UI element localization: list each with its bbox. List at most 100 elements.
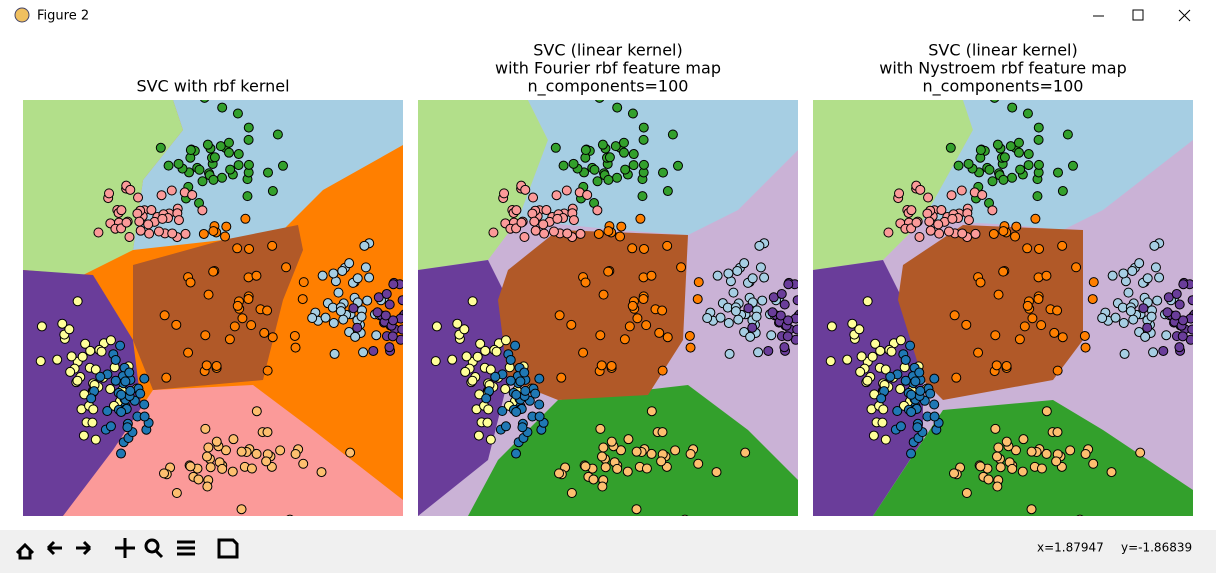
back-button[interactable] xyxy=(44,535,70,561)
sample-point xyxy=(1017,466,1028,477)
sample-point xyxy=(685,448,696,459)
sample-point xyxy=(1128,314,1139,325)
sample-point xyxy=(580,461,591,472)
sample-point xyxy=(1123,287,1134,298)
sample-point xyxy=(603,174,614,185)
sample-point xyxy=(1010,445,1021,456)
plot-area xyxy=(23,100,403,516)
sample-point xyxy=(208,226,219,237)
sample-point xyxy=(217,102,228,113)
sample-point xyxy=(36,321,47,332)
sample-point xyxy=(589,164,600,175)
sample-point xyxy=(656,456,667,467)
close-button[interactable] xyxy=(1178,9,1191,22)
sample-point xyxy=(554,310,565,321)
sample-point xyxy=(628,160,639,171)
sample-point xyxy=(110,375,121,386)
sample-point xyxy=(297,294,308,305)
sample-point xyxy=(992,481,1003,492)
sample-point xyxy=(692,294,703,305)
sample-point xyxy=(116,406,127,417)
sample-point xyxy=(534,411,545,422)
forward-button[interactable] xyxy=(74,535,100,561)
sample-point xyxy=(224,334,235,345)
button-icon[interactable] xyxy=(15,542,35,560)
sample-point xyxy=(185,461,196,472)
sample-point xyxy=(639,243,650,254)
sample-point xyxy=(895,421,906,432)
sample-point xyxy=(1023,149,1034,160)
sample-point xyxy=(961,487,972,498)
sample-point xyxy=(914,232,925,243)
home-button[interactable] xyxy=(13,535,39,561)
sample-point xyxy=(72,375,83,386)
sample-point xyxy=(779,299,790,310)
sample-point xyxy=(200,100,210,103)
sample-point xyxy=(134,216,145,227)
sample-point xyxy=(618,147,629,158)
sample-point xyxy=(740,447,751,458)
sample-point xyxy=(159,468,170,479)
sample-point xyxy=(910,376,921,387)
button-icon[interactable] xyxy=(115,538,135,558)
sample-point xyxy=(1032,191,1043,202)
sample-point xyxy=(847,318,858,329)
sample-point xyxy=(1134,258,1145,269)
sample-point xyxy=(610,141,621,152)
subplot-title: n_components=100 xyxy=(528,77,689,97)
sample-point xyxy=(251,448,262,459)
zoom-button[interactable] xyxy=(143,535,169,561)
sample-point xyxy=(1034,243,1045,254)
button-icon[interactable] xyxy=(217,538,239,559)
sample-point xyxy=(480,345,491,356)
sample-point xyxy=(243,122,254,133)
maximize-button[interactable] xyxy=(1132,9,1144,21)
sample-point xyxy=(783,279,794,290)
sample-point xyxy=(1177,331,1188,342)
sample-point xyxy=(485,364,496,375)
button-icon[interactable] xyxy=(76,540,92,556)
sample-point xyxy=(575,228,586,239)
sample-point xyxy=(488,227,499,238)
sample-point xyxy=(878,404,889,415)
configure-button[interactable] xyxy=(174,535,200,561)
button-icon[interactable] xyxy=(144,538,164,559)
sample-point xyxy=(595,100,605,103)
sample-point xyxy=(1049,327,1060,338)
sample-point xyxy=(193,474,204,485)
sample-point xyxy=(243,272,254,283)
sample-point xyxy=(1142,273,1153,284)
sample-point xyxy=(352,273,363,284)
sample-point xyxy=(338,314,349,325)
sample-point xyxy=(223,147,234,158)
button-icon[interactable] xyxy=(46,540,62,556)
sample-point xyxy=(949,468,960,479)
sample-point xyxy=(246,463,257,474)
sample-point xyxy=(229,321,240,332)
button-icon[interactable] xyxy=(177,540,195,556)
pan-button[interactable] xyxy=(113,535,139,561)
sample-point xyxy=(328,317,339,328)
sample-point xyxy=(183,347,194,358)
sample-point xyxy=(350,331,361,342)
sample-point xyxy=(161,372,172,383)
sample-point xyxy=(217,463,228,474)
sample-point xyxy=(757,295,768,306)
sample-point xyxy=(1149,240,1160,251)
sample-point xyxy=(747,322,758,333)
sample-point xyxy=(267,332,278,343)
sample-point xyxy=(205,462,216,473)
sample-point xyxy=(163,160,174,171)
sample-point xyxy=(1088,458,1099,469)
sample-point xyxy=(961,319,972,330)
sample-point xyxy=(233,160,244,171)
save-button[interactable] xyxy=(215,535,241,561)
sample-point xyxy=(724,348,735,359)
sample-point xyxy=(482,417,493,428)
sample-point xyxy=(530,388,541,399)
sample-point xyxy=(1118,268,1129,279)
sample-point xyxy=(534,399,545,410)
sample-point xyxy=(855,366,866,377)
sample-point xyxy=(933,219,944,230)
sample-point xyxy=(580,144,591,155)
